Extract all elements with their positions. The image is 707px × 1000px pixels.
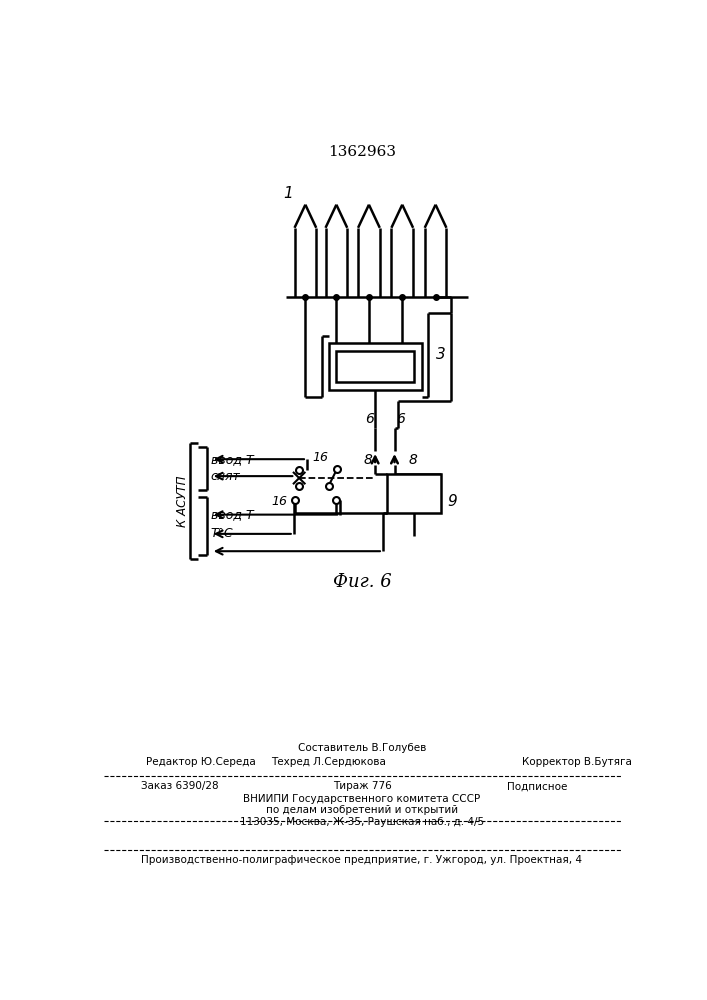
Text: Тираж 776: Тираж 776 <box>332 781 392 791</box>
Text: Заказ 6390/28: Заказ 6390/28 <box>141 781 218 791</box>
Text: Составитель В.Голубев: Составитель В.Голубев <box>298 743 426 753</box>
Text: Техред Л.Сердюкова: Техред Л.Сердюкова <box>271 757 386 767</box>
Text: Корректор В.Бутяга: Корректор В.Бутяга <box>522 757 632 767</box>
Text: 8: 8 <box>364 453 373 467</box>
Text: 6: 6 <box>365 412 373 426</box>
Text: Редактор Ю.Середа: Редактор Ю.Середа <box>146 757 256 767</box>
Text: ввод Т: ввод Т <box>211 508 253 521</box>
Text: ввод Т: ввод Т <box>211 453 253 466</box>
Text: снят: снят <box>211 470 240 483</box>
Text: 9: 9 <box>448 494 457 509</box>
Text: 3: 3 <box>436 347 445 362</box>
Text: 113035, Москва, Ж-35, Раушская наб., д. 4/5: 113035, Москва, Ж-35, Раушская наб., д. … <box>240 817 484 827</box>
Bar <box>329 343 421 389</box>
Text: 6: 6 <box>396 412 405 426</box>
Text: 1: 1 <box>284 186 293 201</box>
Text: ВНИИПИ Государственного комитета СССР: ВНИИПИ Государственного комитета СССР <box>243 794 481 804</box>
Text: 16: 16 <box>271 495 288 508</box>
Text: 16: 16 <box>313 451 329 464</box>
Text: Подписное: Подписное <box>507 781 567 791</box>
Text: 8: 8 <box>409 453 417 467</box>
Bar <box>387 474 441 513</box>
Text: по делам изобретений и открытий: по делам изобретений и открытий <box>266 805 458 815</box>
Text: Т°С: Т°С <box>211 527 233 540</box>
Bar <box>337 351 414 382</box>
Text: К АСУТП: К АСУТП <box>175 475 189 527</box>
Text: 1362963: 1362963 <box>328 145 396 159</box>
Text: Производственно-полиграфическое предприятие, г. Ужгород, ул. Проектная, 4: Производственно-полиграфическое предприя… <box>141 855 583 865</box>
Text: Фиг. 6: Фиг. 6 <box>332 573 392 591</box>
